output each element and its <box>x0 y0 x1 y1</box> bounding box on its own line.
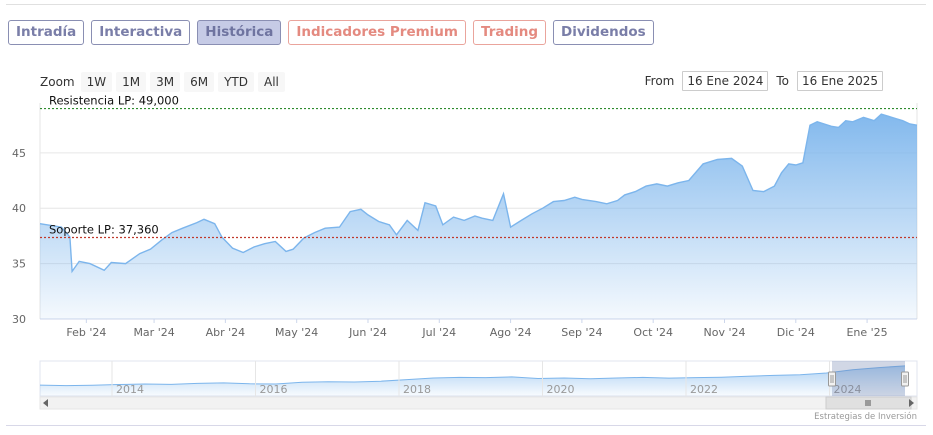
price-line <box>39 113 918 274</box>
x-tick-label: Ene '25 <box>846 326 887 339</box>
zoom-selector: Zoom 1W 1M 3M 6M YTD All <box>40 72 285 92</box>
navigator-line <box>39 365 906 387</box>
x-tick-label: Nov '24 <box>703 326 745 339</box>
zoom-6m-button[interactable]: 6M <box>184 72 215 92</box>
tab-dividendos[interactable]: Dividendos <box>553 20 654 45</box>
top-divider <box>6 4 926 5</box>
navigator-handle[interactable] <box>901 371 909 387</box>
navigator-year-label: 2022 <box>690 383 718 396</box>
navigator-area <box>40 365 905 396</box>
to-label: To <box>776 74 789 88</box>
navigator-year-label: 2020 <box>547 383 575 396</box>
tab-interactiva[interactable]: Interactiva <box>91 20 191 45</box>
zoom-ytd-button[interactable]: YTD <box>218 72 254 92</box>
scroll-left-arrow-icon[interactable] <box>43 399 48 407</box>
scrollbar-track[interactable] <box>39 396 918 410</box>
x-tick-label: Feb '24 <box>66 326 106 339</box>
zoom-label: Zoom <box>40 75 75 89</box>
x-tick-label: Jul '24 <box>421 326 456 339</box>
resistance-label: Resistencia LP: 49,000 <box>49 94 179 108</box>
from-date-input[interactable] <box>682 71 769 91</box>
zoom-1w-button[interactable]: 1W <box>80 72 113 92</box>
date-range-selector: From To <box>645 71 883 91</box>
to-date-input[interactable] <box>797 71 883 91</box>
x-tick-label: Abr '24 <box>206 326 246 339</box>
y-tick-label: 30 <box>12 313 26 326</box>
price-area <box>40 114 917 319</box>
x-tick-label: Sep '24 <box>561 326 602 339</box>
from-label: From <box>644 74 675 88</box>
navigator-handle[interactable] <box>828 371 836 387</box>
navigator-year-label: 2018 <box>403 383 431 396</box>
navigator-selection[interactable] <box>832 361 905 396</box>
zoom-all-button[interactable]: All <box>258 72 285 92</box>
scroll-right-arrow-icon[interactable] <box>909 399 914 407</box>
tab-indicadores-premium[interactable]: Indicadores Premium <box>288 20 466 45</box>
navigator-year-label: 2016 <box>260 383 288 396</box>
zoom-1m-button[interactable]: 1M <box>116 72 147 92</box>
navigator-year-label: 2024 <box>834 383 862 396</box>
x-tick-label: Ago '24 <box>490 326 532 339</box>
x-tick-label: Mar '24 <box>133 326 174 339</box>
navigator-year-label: 2014 <box>116 383 144 396</box>
support-label: Soporte LP: 37,360 <box>49 222 159 236</box>
x-tick-label: Jun '24 <box>348 326 387 339</box>
chart-credit: Estrategias de Inversión <box>814 411 917 422</box>
x-tick-label: Dic '24 <box>777 326 815 339</box>
tab-trading[interactable]: Trading <box>472 20 547 45</box>
x-tick-label: May '24 <box>275 326 318 339</box>
view-tabs: Intradía Interactiva Histórica Indicador… <box>8 20 654 45</box>
tab-historica[interactable]: Histórica <box>197 20 282 45</box>
y-tick-label: 35 <box>12 258 26 271</box>
x-tick-label: Oct '24 <box>633 326 673 339</box>
y-tick-label: 45 <box>12 147 26 160</box>
tab-intradia[interactable]: Intradía <box>8 20 85 45</box>
zoom-3m-button[interactable]: 3M <box>150 72 181 92</box>
y-tick-label: 40 <box>12 202 26 215</box>
bottom-divider <box>6 425 926 426</box>
